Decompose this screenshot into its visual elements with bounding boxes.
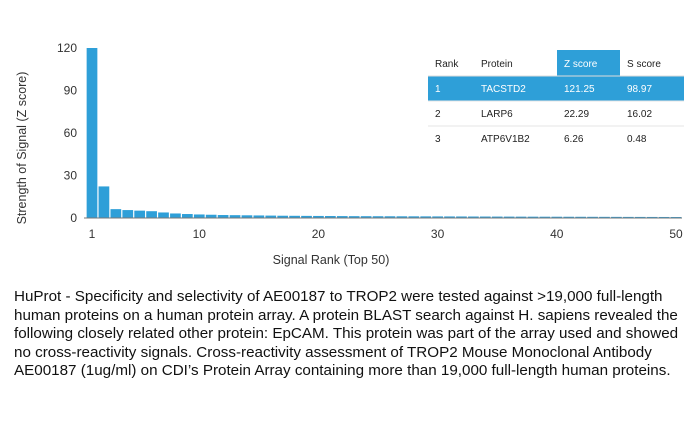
x-tick-30: 30: [431, 227, 445, 241]
table-cell-r3-c1: 3: [435, 134, 441, 145]
bar-rank-4: [122, 210, 134, 218]
x-axis-ticks: 1 10 20 30 40 50: [89, 227, 683, 241]
table-row-1-highlight: [428, 76, 684, 101]
bar-rank-13: [229, 215, 241, 218]
x-tick-40: 40: [550, 227, 564, 241]
bar-rank-11: [205, 214, 217, 218]
bar-rank-16: [265, 215, 277, 218]
bar-rank-36: [503, 216, 515, 218]
bar-rank-30: [432, 216, 443, 218]
bar-rank-6: [146, 211, 157, 218]
table-header-z-score: Z score: [564, 59, 598, 70]
table-cell-r1-c1: 1: [435, 84, 441, 95]
bar-rank-19: [301, 215, 312, 219]
bar-rank-7: [158, 212, 169, 218]
bar-rank-27: [396, 216, 408, 218]
bar-rank-24: [360, 216, 372, 218]
bar-rank-17: [277, 215, 289, 218]
bar-rank-44: [599, 216, 610, 218]
bar-rank-18: [289, 215, 300, 218]
table-cell-r3-c4: 0.48: [627, 134, 647, 145]
bar-rank-2: [98, 186, 110, 218]
bar-rank-12: [217, 215, 229, 218]
bar-rank-47: [634, 216, 646, 218]
bar-rank-3: [110, 209, 122, 218]
bar-rank-45: [611, 216, 622, 218]
y-axis-ticks: 0 30 60 90 120: [57, 41, 77, 225]
bar-rank-29: [420, 216, 432, 218]
bar-rank-1: [86, 48, 98, 218]
bar-rank-26: [384, 216, 396, 218]
bar-rank-48: [646, 216, 658, 218]
signal-rank-chart: 0 30 60 90 120 1 10 20 30 40 50 Signal Rank (Top …: [15, 41, 684, 267]
bar-rank-35: [491, 216, 503, 218]
x-tick-20: 20: [312, 227, 326, 241]
bar-rank-39: [539, 216, 551, 218]
y-tick-30: 30: [64, 169, 78, 183]
bar-rank-46: [622, 216, 634, 218]
bar-rank-38: [527, 216, 539, 218]
table-cell-r1-c3: 121.25: [564, 84, 595, 95]
bar-rank-28: [408, 216, 420, 218]
x-tick-10: 10: [193, 227, 207, 241]
rank-table: Rank Protein Z score S score 1 TACSTD2 121.25 9…: [428, 50, 684, 145]
y-tick-60: 60: [64, 126, 78, 140]
table-cell-r3-c2: ATP6V1B2: [481, 134, 530, 145]
x-tick-1: 1: [89, 227, 96, 241]
table-cell-r2-c2: LARP6: [481, 109, 513, 120]
table-cell-r2-c4: 16.02: [627, 109, 652, 120]
bar-rank-10: [193, 214, 205, 218]
table-cell-r1-c4: 98.97: [627, 84, 652, 95]
bar-rank-34: [479, 216, 491, 218]
bar-rank-8: [170, 213, 181, 218]
table-header-protein: Protein: [481, 59, 513, 70]
table-header-zscore-highlight: [557, 50, 620, 76]
bar-rank-33: [468, 216, 479, 218]
bar-rank-42: [575, 216, 587, 218]
table-cell-r2-c3: 22.29: [564, 109, 589, 120]
bar-rank-9: [181, 214, 193, 218]
bar-rank-49: [658, 216, 670, 218]
bar-rank-43: [587, 216, 598, 218]
bar-rank-15: [253, 215, 265, 218]
y-tick-90: 90: [64, 84, 78, 98]
bar-rank-31: [444, 216, 455, 218]
bar-rank-23: [348, 216, 360, 218]
y-axis-label: Strength of Signal (Z score): [15, 72, 29, 225]
bar-rank-41: [563, 216, 575, 218]
bar-rank-22: [336, 216, 348, 218]
table-header-rank: Rank: [435, 59, 459, 70]
x-tick-50: 50: [669, 227, 683, 241]
bar-rank-32: [456, 216, 467, 218]
bar-rank-40: [551, 216, 563, 218]
bar-rank-37: [515, 216, 527, 218]
table-header-s-score: S score: [627, 59, 661, 70]
bar-rank-25: [372, 216, 384, 218]
bar-rank-21: [325, 216, 336, 218]
bar-group: [86, 48, 682, 219]
y-tick-0: 0: [70, 211, 77, 225]
bar-rank-14: [241, 215, 253, 218]
table-cell-r1-c2: TACSTD2: [481, 84, 526, 95]
bar-rank-5: [134, 210, 146, 218]
figure-caption: HuProt - Specificity and selectivity of …: [14, 288, 679, 380]
bar-rank-20: [313, 215, 324, 218]
table-cell-r2-c1: 2: [435, 109, 441, 120]
table-cell-r3-c3: 6.26: [564, 134, 584, 145]
y-tick-120: 120: [57, 41, 77, 55]
x-axis-label: Signal Rank (Top 50): [273, 253, 390, 267]
